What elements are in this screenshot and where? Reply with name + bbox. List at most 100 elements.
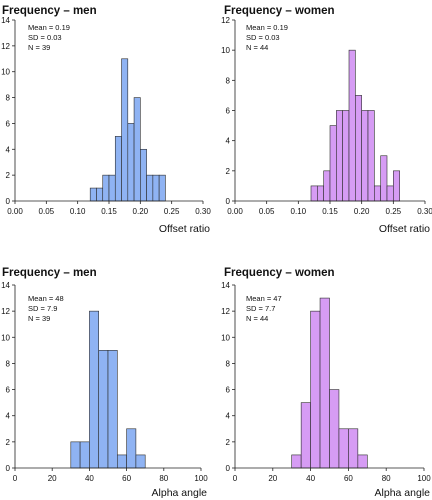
- histogram-bar: [348, 49, 356, 202]
- histogram-bar: [310, 310, 321, 469]
- y-tick-label: 8: [6, 94, 11, 103]
- y-tick-label: 6: [6, 386, 11, 395]
- histogram-bar: [79, 441, 90, 469]
- histogram-bar: [98, 350, 109, 469]
- x-tick-label: 40: [85, 474, 94, 483]
- x-tick-label: 80: [382, 474, 391, 483]
- stat-mean: Mean = 48: [28, 294, 64, 303]
- y-tick-label: 12: [221, 16, 230, 25]
- x-tick-label: 0.30: [195, 207, 211, 216]
- histogram-bar: [361, 110, 369, 202]
- x-tick-label: 0.15: [322, 207, 338, 216]
- y-tick-label: 10: [1, 68, 10, 77]
- panel-title: Frequency – women: [224, 267, 335, 279]
- x-tick-label: 0.00: [227, 207, 243, 216]
- histogram-bar: [117, 454, 127, 469]
- histogram-bar: [386, 185, 394, 202]
- histogram-bar: [121, 58, 129, 202]
- histogram-bar: [393, 170, 400, 202]
- x-tick-label: 80: [159, 474, 168, 483]
- histogram-bar: [102, 174, 110, 202]
- histogram-bar: [70, 441, 81, 469]
- histogram-bar: [152, 174, 160, 202]
- x-tick-label: 0.05: [259, 207, 275, 216]
- y-ticks: 0 2 4 6 8 10 12: [221, 16, 235, 206]
- x-axis-label: Offset ratio: [159, 223, 210, 235]
- y-tick-label: 2: [6, 171, 11, 180]
- histogram-bar: [158, 174, 166, 202]
- x-tick-label: 0.15: [101, 207, 117, 216]
- y-tick-label: 8: [226, 76, 231, 85]
- x-axis-label: Offset ratio: [379, 223, 430, 235]
- x-tick-label: 0.20: [133, 207, 149, 216]
- stat-sd: SD = 7.7: [246, 304, 275, 313]
- histogram-bar: [135, 454, 146, 469]
- histogram-bar: [126, 428, 137, 469]
- stat-sd: SD = 0.03: [246, 33, 280, 42]
- y-tick-label: 8: [6, 359, 11, 368]
- histogram-bar: [89, 310, 100, 469]
- y-tick-label: 6: [226, 107, 231, 116]
- panel-men-alpha-angle: Frequency – men Mean = 48 SD = 7.9 N = 3…: [1, 267, 208, 499]
- y-tick-label: 8: [226, 359, 231, 368]
- y-tick-label: 4: [6, 412, 11, 421]
- x-tick-label: 0.30: [417, 207, 432, 216]
- y-tick-label: 10: [221, 46, 230, 55]
- panel-women-offset-ratio: Frequency – women Mean = 0.19 SD = 0.03 …: [221, 5, 432, 235]
- bars: [291, 297, 368, 469]
- y-tick-label: 6: [6, 119, 11, 128]
- y-tick-label: 4: [226, 412, 231, 421]
- x-tick-label: 100: [417, 474, 431, 483]
- histogram-bar: [108, 174, 116, 202]
- y-tick-label: 0: [6, 197, 11, 206]
- panel-title: Frequency – men: [2, 267, 97, 279]
- x-tick-label: 0.25: [386, 207, 402, 216]
- x-ticks: 0 20 40 60 80 100: [13, 468, 208, 483]
- y-tick-label: 0: [226, 464, 231, 473]
- y-tick-label: 0: [6, 464, 11, 473]
- histogram-bar: [342, 110, 350, 202]
- x-tick-label: 20: [48, 474, 57, 483]
- y-ticks: 0 2 4 6 8 10 12 14: [221, 281, 235, 473]
- y-tick-label: 12: [1, 307, 10, 316]
- y-tick-label: 6: [226, 386, 231, 395]
- histogram-bar: [300, 402, 311, 469]
- y-tick-label: 14: [1, 16, 10, 25]
- stat-mean: Mean = 47: [246, 294, 282, 303]
- histogram-bar: [319, 297, 330, 469]
- x-tick-label: 0.20: [354, 207, 370, 216]
- stat-sd: SD = 7.9: [28, 304, 57, 313]
- histogram-bar: [357, 454, 368, 469]
- x-tick-label: 20: [268, 474, 277, 483]
- y-ticks: 0 2 4 6 8 10 12 14: [1, 16, 15, 206]
- histogram-bar: [338, 428, 349, 469]
- x-tick-label: 0.25: [164, 207, 180, 216]
- panel-title: Frequency – men: [2, 5, 97, 17]
- y-tick-label: 2: [226, 438, 231, 447]
- y-tick-label: 0: [226, 197, 231, 206]
- x-tick-label: 60: [122, 474, 131, 483]
- histogram-bar: [380, 155, 388, 202]
- x-tick-label: 0.10: [291, 207, 307, 216]
- y-tick-label: 10: [221, 333, 230, 342]
- bars: [310, 49, 400, 202]
- histogram-bar: [291, 454, 302, 469]
- histogram-bar: [310, 185, 318, 202]
- x-ticks: 0.00 0.05 0.10 0.15 0.20 0.25 0.30: [7, 201, 211, 216]
- y-tick-label: 14: [221, 281, 230, 290]
- histogram-bar: [323, 170, 331, 202]
- x-ticks: 0.00 0.05 0.10 0.15 0.20 0.25 0.30: [227, 201, 432, 216]
- x-axis-label: Alpha angle: [375, 487, 431, 499]
- x-tick-label: 0.05: [39, 207, 55, 216]
- stat-mean: Mean = 0.19: [28, 23, 70, 32]
- y-tick-label: 14: [1, 281, 10, 290]
- panel-men-offset-ratio: Frequency – men Mean = 0.19 SD = 0.03 N …: [1, 5, 211, 235]
- stat-n: N = 39: [28, 314, 50, 323]
- stat-n: N = 44: [246, 314, 268, 323]
- y-tick-label: 2: [226, 167, 231, 176]
- x-ticks: 0 20 40 60 80 100: [233, 468, 431, 483]
- histogram-bar: [367, 110, 375, 202]
- histogram-bar: [133, 97, 141, 202]
- histogram-bar: [140, 148, 147, 202]
